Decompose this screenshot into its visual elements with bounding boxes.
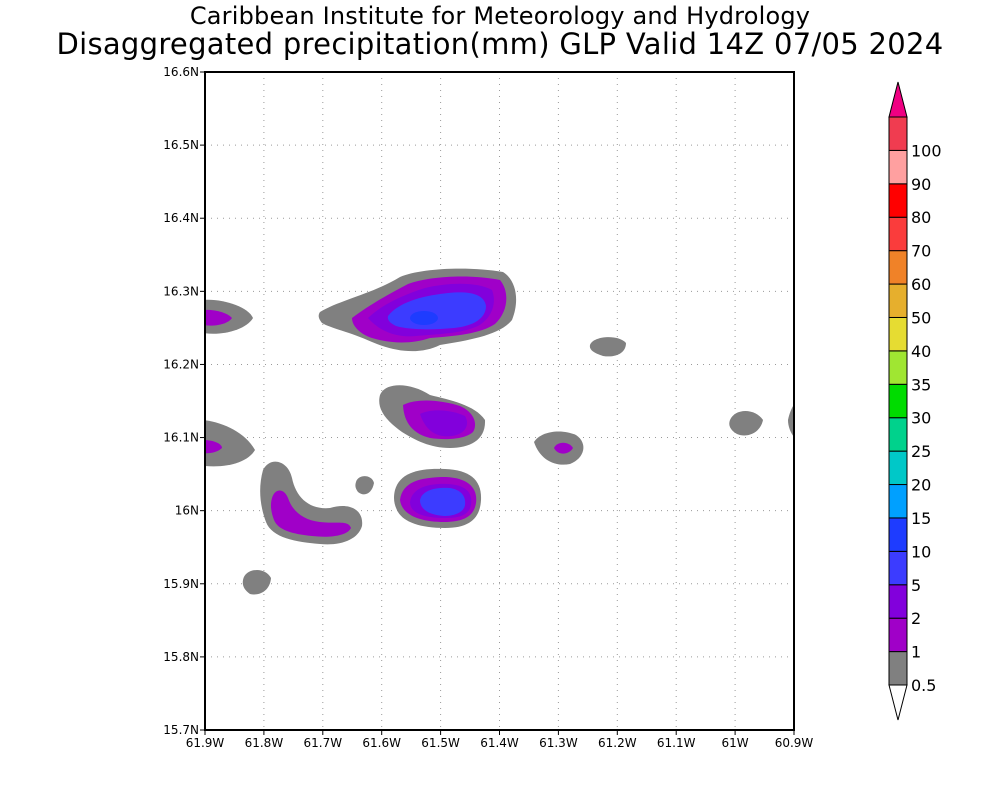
colorbar-swatch xyxy=(888,216,908,252)
precip-cell-far-east xyxy=(729,411,763,436)
precip-cell-west-middle-core xyxy=(205,440,222,454)
lon-tick-label: 61.9W xyxy=(186,736,225,750)
colorbar-swatch xyxy=(888,617,908,653)
map-title-line2: Disaggregated precipitation(mm) GLP Vali… xyxy=(56,27,944,61)
colorbar-swatch xyxy=(888,450,908,486)
lat-tick-label: 16.4N xyxy=(163,211,199,225)
colorbar-level-label: 10 xyxy=(911,542,931,561)
map-title-line1: Caribbean Institute for Meteorology and … xyxy=(189,2,811,30)
longitude-axis: 61.9W 61.8W 61.7W 61.6W 61.5W 61.4W 61.3W 61.2W… xyxy=(186,730,814,750)
colorbar-swatch xyxy=(888,316,908,352)
colorbar-swatch xyxy=(888,183,908,218)
colorbar-swatch xyxy=(888,383,908,419)
precip-cell-north-central-max xyxy=(410,311,438,325)
precip-cell-west-middle xyxy=(205,420,255,467)
colorbar-swatch xyxy=(888,283,908,318)
precip-cell-east-upper xyxy=(589,337,626,357)
lon-tick-label: 61.1W xyxy=(657,736,696,750)
colorbar-swatch xyxy=(888,584,908,619)
colorbar-level-label: 40 xyxy=(911,342,931,361)
colorbar-swatch xyxy=(888,651,908,686)
colorbar-level-label: 60 xyxy=(911,275,931,294)
colorbar-over-triangle xyxy=(888,81,908,118)
precip-cell-southwest-arc-core xyxy=(270,490,351,537)
colorbar-level-label: 25 xyxy=(911,442,931,461)
lon-tick-label: 60.9W xyxy=(775,736,814,750)
lat-tick-label: 16.6N xyxy=(163,65,199,79)
lon-tick-label: 61.5W xyxy=(421,736,460,750)
precip-cell-west-upper-core xyxy=(205,309,232,326)
colorbar-level-label: 50 xyxy=(911,308,931,327)
lon-tick-label: 61.4W xyxy=(480,736,519,750)
lon-tick-label: 61.7W xyxy=(304,736,343,750)
precip-band-10 xyxy=(410,311,438,325)
lat-tick-label: 16.2N xyxy=(163,357,199,371)
colorbar-level-label: 5 xyxy=(911,576,921,595)
precip-cell-east-edge xyxy=(788,404,794,437)
colorbar-level-label: 0.5 xyxy=(911,676,936,695)
lon-tick-label: 61.3W xyxy=(539,736,578,750)
colorbar-level-label: 70 xyxy=(911,242,931,261)
colorbar-level-label: 90 xyxy=(911,175,931,194)
colorbar-swatch xyxy=(888,550,908,586)
colorbar-level-label: 15 xyxy=(911,509,931,528)
lat-tick-label: 16.1N xyxy=(163,431,199,445)
map-grid xyxy=(205,72,794,730)
colorbar-swatch xyxy=(888,517,908,552)
colorbar-level-label: 20 xyxy=(911,476,931,495)
colorbar-level-label: 2 xyxy=(911,609,921,628)
lat-tick-label: 16.5N xyxy=(163,138,199,152)
colorbar-swatch xyxy=(888,250,908,285)
precip-cell-south-central-5mm xyxy=(420,487,466,516)
colorbar-level-label: 80 xyxy=(911,208,931,227)
lon-tick-label: 61W xyxy=(722,736,749,750)
colorbar-level-label: 100 xyxy=(911,141,942,160)
colorbar-swatch xyxy=(888,350,908,385)
precip-cell-central-2mm xyxy=(420,410,468,437)
lon-tick-label: 61.2W xyxy=(598,736,637,750)
colorbar-level-label: 35 xyxy=(911,375,931,394)
lon-tick-label: 61.8W xyxy=(245,736,284,750)
precip-cell-southwest-dot xyxy=(242,569,271,595)
precip-cell-east-middle-core xyxy=(554,442,573,454)
lon-tick-label: 61.6W xyxy=(362,736,401,750)
colorbar-swatch xyxy=(888,116,908,151)
colorbar-level-label: 30 xyxy=(911,409,931,428)
colorbar-swatch xyxy=(888,417,908,452)
precipitation-field xyxy=(205,268,794,595)
colorbar-swatch xyxy=(888,484,908,519)
lat-tick-label: 16.3N xyxy=(163,284,199,298)
lat-tick-label: 15.8N xyxy=(163,650,199,664)
lat-tick-label: 16N xyxy=(175,504,199,518)
latitude-axis: 16.6N 16.5N 16.4N 16.3N 16.2N 16.1N 16N 15.9N 15… xyxy=(163,65,205,737)
colorbar-swatch xyxy=(888,149,908,185)
lat-tick-label: 15.7N xyxy=(163,723,199,737)
lat-tick-label: 15.9N xyxy=(163,577,199,591)
colorbar-under-triangle xyxy=(888,684,908,721)
colorbar-level-label: 1 xyxy=(911,643,921,662)
precip-cell-small-west xyxy=(355,476,374,495)
plot-frame xyxy=(204,71,795,731)
